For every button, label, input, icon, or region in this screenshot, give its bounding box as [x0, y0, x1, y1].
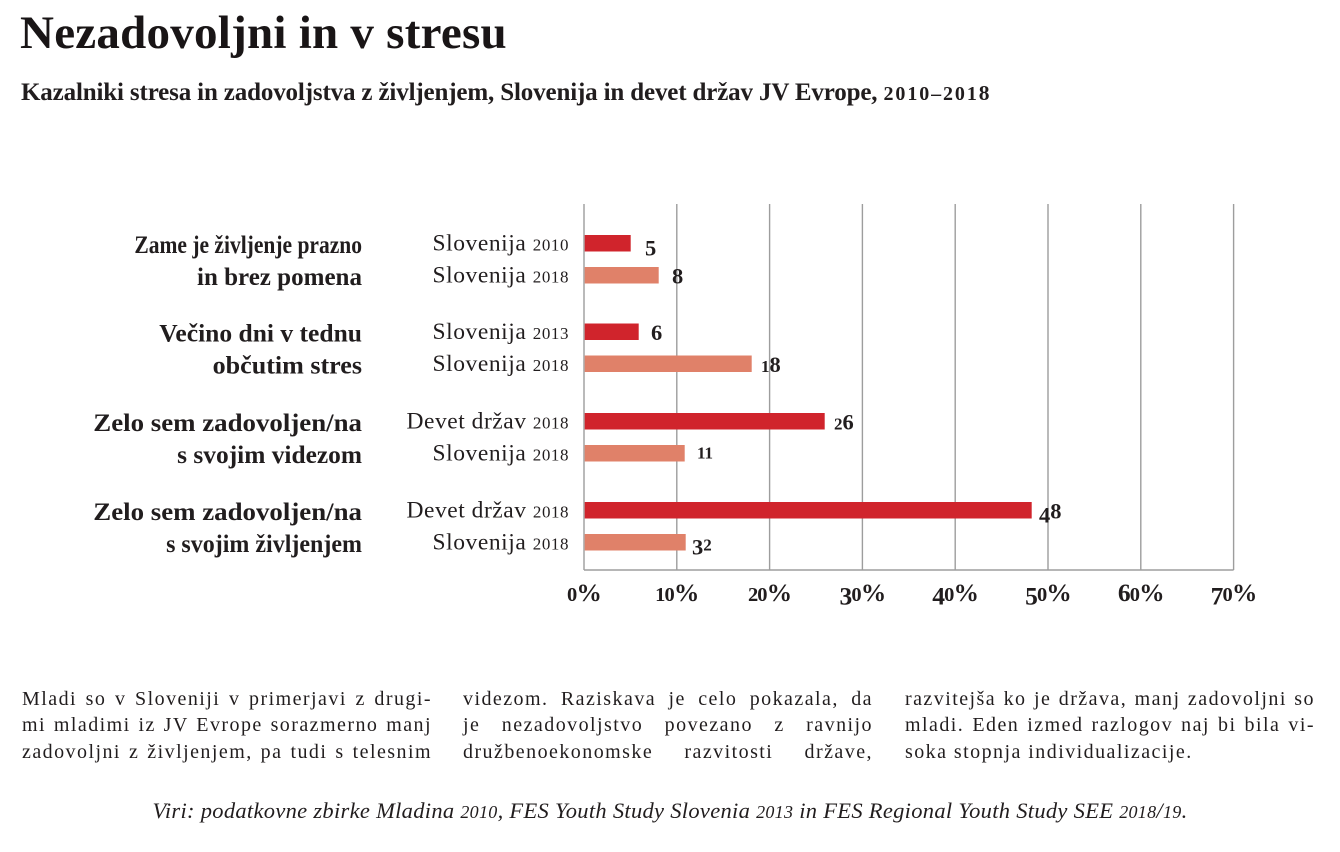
svg-text:s svojim življenjem: s svojim življenjem: [166, 531, 362, 558]
svg-text:32: 32: [692, 535, 712, 560]
svg-text:18: 18: [761, 352, 781, 377]
svg-text:in brez pomena: in brez pomena: [197, 264, 362, 291]
svg-text:Zelo sem zadovoljen/na: Zelo sem zadovoljen/na: [93, 410, 362, 437]
svg-text:6: 6: [651, 320, 662, 345]
svg-text:Slovenija 2018: Slovenija 2018: [433, 263, 569, 289]
svg-text:0%: 0%: [567, 578, 601, 607]
svg-text:Zelo sem zadovoljen/na: Zelo sem zadovoljen/na: [93, 499, 362, 526]
svg-text:Devet držav 2018: Devet držav 2018: [407, 409, 569, 435]
svg-text:Slovenija 2018: Slovenija 2018: [433, 530, 569, 556]
svg-text:70%: 70%: [1211, 578, 1257, 611]
svg-text:20%: 20%: [748, 578, 791, 607]
svg-text:10%: 10%: [655, 578, 698, 607]
svg-text:40%: 40%: [932, 578, 978, 611]
svg-text:Slovenija 2010: Slovenija 2010: [433, 231, 569, 257]
svg-text:8: 8: [672, 264, 683, 289]
svg-text:60%: 60%: [1118, 578, 1164, 607]
svg-text:Slovenija 2018: Slovenija 2018: [433, 441, 569, 467]
svg-text:Zame je življenje prazno: Zame je življenje prazno: [134, 232, 362, 259]
svg-text:30%: 30%: [839, 578, 885, 611]
svg-text:5: 5: [645, 236, 656, 261]
svg-text:Večino dni v tednu: Večino dni v tednu: [159, 320, 362, 347]
svg-text:občutim stres: občutim stres: [213, 352, 363, 379]
svg-text:48: 48: [1039, 499, 1062, 528]
svg-text:Devet držav 2018: Devet držav 2018: [407, 498, 569, 524]
svg-text:26: 26: [834, 410, 854, 435]
svg-text:Slovenija 2018: Slovenija 2018: [433, 351, 569, 377]
svg-text:11: 11: [697, 444, 713, 463]
svg-text:s svojim videzom: s svojim videzom: [177, 442, 362, 469]
svg-text:Slovenija 2013: Slovenija 2013: [433, 319, 569, 345]
svg-text:50%: 50%: [1025, 578, 1071, 611]
